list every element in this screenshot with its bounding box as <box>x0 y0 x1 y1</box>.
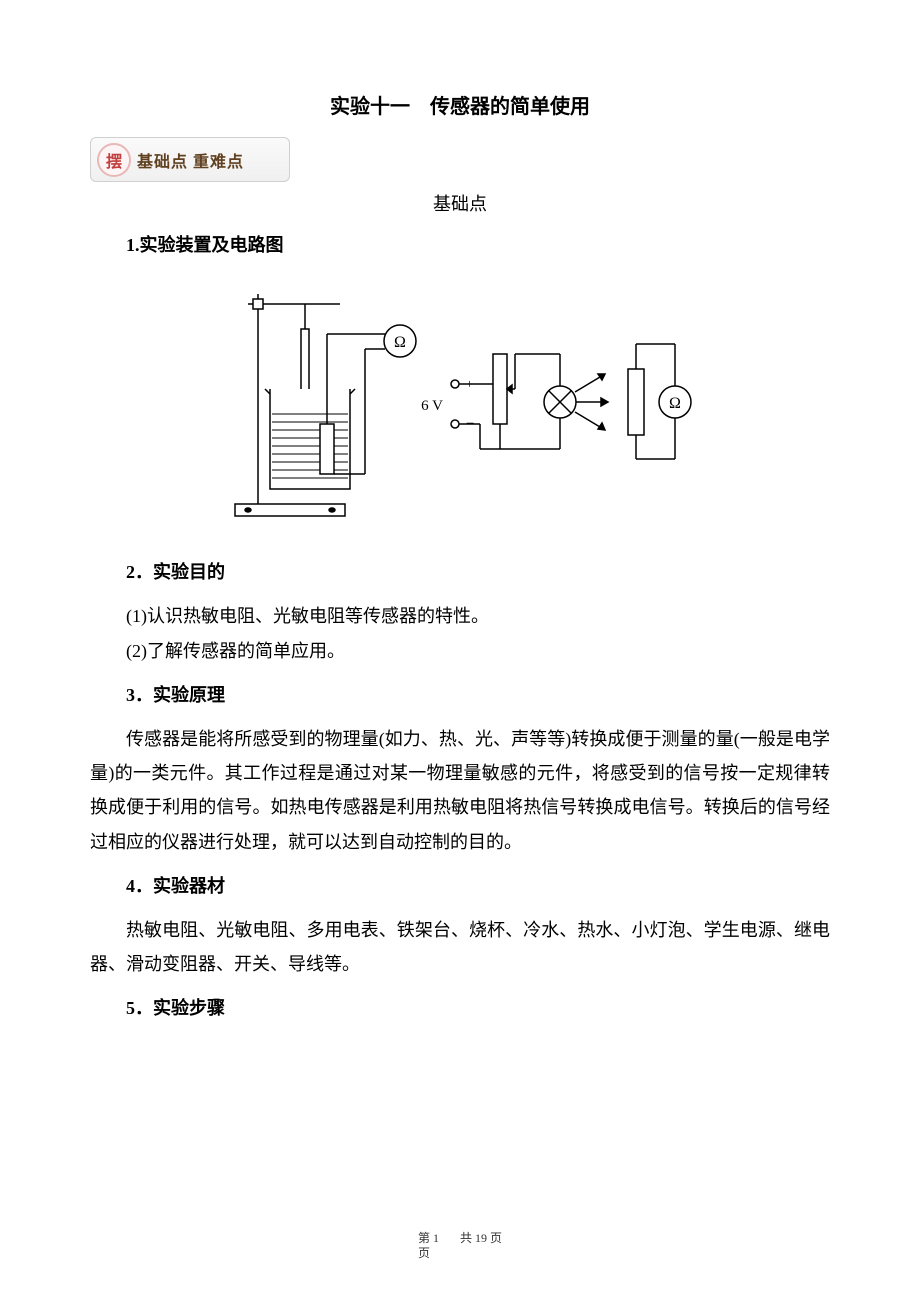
svg-text:Ω: Ω <box>669 395 681 412</box>
footer-page-left1: 第 1 <box>418 1231 439 1245</box>
section-1-head: 1.实验装置及电路图 <box>90 228 830 262</box>
subheading: 基础点 <box>90 190 830 216</box>
section-5-head: 5．实验步骤 <box>90 991 830 1025</box>
banner-circle-icon: 摆 <box>97 143 131 177</box>
banner-label: 基础点 重难点 <box>137 148 244 172</box>
section-4-head: 4．实验器材 <box>90 869 830 903</box>
svg-text:6 V: 6 V <box>421 398 443 414</box>
page-title: 实验十一 传感器的简单使用 <box>90 90 830 119</box>
apparatus-figure: Ω + − 6 V <box>90 274 830 539</box>
section-2-p2: (2)了解传感器的简单应用。 <box>90 634 830 668</box>
footer-page-right: 共 19 页 <box>460 1231 502 1245</box>
circuit-diagram-icon: Ω + − 6 V <box>210 274 710 534</box>
section-2-head: 2．实验目的 <box>90 555 830 589</box>
page-footer: 第 1 共 19 页 页 <box>0 1231 920 1262</box>
svg-text:Ω: Ω <box>394 334 406 351</box>
footer-page-left2: 页 <box>418 1246 430 1260</box>
section-3-p1: 传感器是能将所感受到的物理量(如力、热、光、声等等)转换成便于测量的量(一般是电… <box>90 722 830 859</box>
section-3-head: 3．实验原理 <box>90 678 830 712</box>
section-2-p1: (1)认识热敏电阻、光敏电阻等传感器的特性。 <box>90 599 830 633</box>
section-4-p1: 热敏电阻、光敏电阻、多用电表、铁架台、烧杯、冷水、热水、小灯泡、学生电源、继电器… <box>90 913 830 981</box>
banner: 摆 基础点 重难点 <box>90 137 290 182</box>
